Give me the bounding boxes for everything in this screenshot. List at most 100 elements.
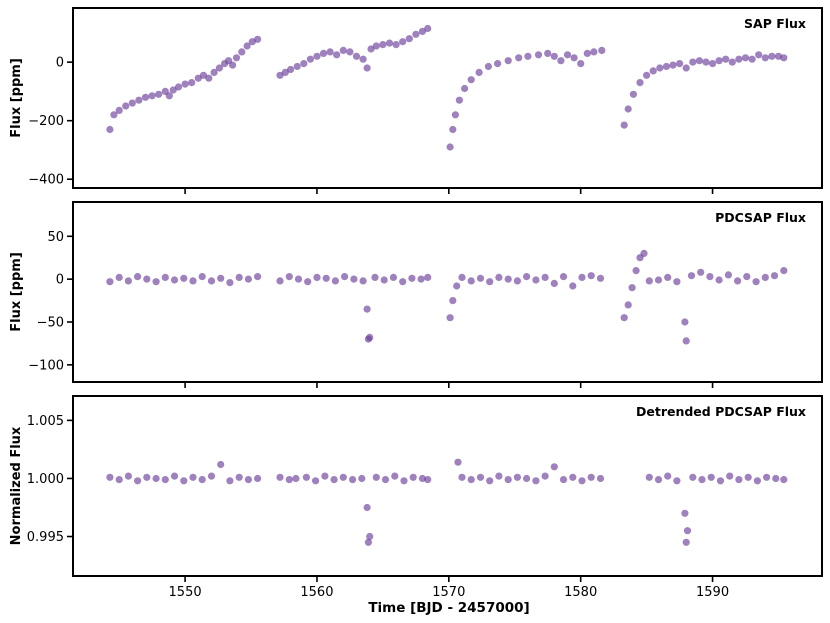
data-point xyxy=(198,273,206,281)
data-point xyxy=(768,52,776,60)
data-point xyxy=(254,474,262,483)
data-point xyxy=(513,277,522,285)
data-point xyxy=(570,54,578,62)
data-point xyxy=(331,277,339,285)
data-point xyxy=(371,273,379,281)
panel-2: 50 0 −50 −100 Flux [ppm] PDCSAP Flux xyxy=(9,201,823,388)
data-point xyxy=(106,125,114,134)
data-point xyxy=(524,52,532,60)
data-point xyxy=(198,476,206,484)
data-point xyxy=(702,58,710,66)
data-point xyxy=(207,472,216,480)
data-point xyxy=(106,473,114,481)
data-point xyxy=(673,278,681,286)
data-point xyxy=(706,273,714,281)
data-point xyxy=(590,48,598,56)
data-point xyxy=(620,314,628,322)
data-point xyxy=(238,48,246,56)
data-point xyxy=(399,38,407,46)
data-point xyxy=(409,473,417,481)
data-point xyxy=(467,476,475,484)
data-point xyxy=(243,42,251,50)
data-point xyxy=(780,54,788,62)
y-tick-label: 0.995 xyxy=(27,530,64,545)
data-point xyxy=(780,267,788,275)
data-point xyxy=(541,472,549,480)
data-point xyxy=(189,473,197,481)
data-point xyxy=(424,476,432,484)
data-point xyxy=(148,92,156,100)
data-point xyxy=(550,52,558,60)
data-point xyxy=(400,477,408,485)
data-point xyxy=(687,272,696,280)
data-point xyxy=(654,476,663,484)
data-point xyxy=(199,71,208,79)
x-tick-label: 1570 xyxy=(432,585,465,600)
data-point xyxy=(697,268,705,276)
data-point xyxy=(319,49,328,58)
data-point xyxy=(313,273,321,281)
data-point xyxy=(363,503,371,512)
data-point xyxy=(339,46,347,55)
y-axis-label: Flux [ppm] xyxy=(9,58,24,138)
data-point xyxy=(645,473,653,481)
data-point xyxy=(254,273,262,281)
data-point xyxy=(654,276,663,284)
data-point xyxy=(726,472,734,480)
data-point xyxy=(484,62,492,71)
data-point xyxy=(285,476,293,484)
data-point xyxy=(620,121,628,129)
data-point xyxy=(122,102,130,110)
data-point xyxy=(664,273,672,281)
data-point xyxy=(379,41,387,49)
data-point xyxy=(152,278,160,286)
data-point xyxy=(346,48,354,56)
data-point xyxy=(596,474,605,483)
data-point xyxy=(716,477,725,485)
data-point xyxy=(707,473,715,481)
data-point xyxy=(300,60,308,68)
data-point xyxy=(682,337,690,345)
data-point xyxy=(294,275,303,283)
data-point xyxy=(467,277,475,285)
x-tick-label: 1550 xyxy=(169,585,202,600)
data-point xyxy=(587,272,595,280)
data-point xyxy=(656,64,664,72)
data-point xyxy=(170,276,179,284)
data-point xyxy=(333,51,341,59)
data-point xyxy=(417,275,425,283)
data-point xyxy=(455,96,463,104)
data-point xyxy=(645,277,653,285)
data-point xyxy=(735,55,743,63)
data-point xyxy=(358,474,366,483)
data-point xyxy=(724,271,733,279)
data-point xyxy=(312,477,320,485)
data-point xyxy=(695,57,704,65)
data-point xyxy=(753,477,762,485)
data-point xyxy=(389,273,397,281)
data-point xyxy=(143,275,151,283)
data-point xyxy=(682,64,690,72)
data-point xyxy=(226,279,234,287)
data-point xyxy=(669,61,677,69)
data-point xyxy=(412,30,420,38)
data-point xyxy=(189,277,197,285)
data-point xyxy=(424,24,432,33)
data-point xyxy=(559,476,568,484)
data-point xyxy=(313,52,321,60)
data-point xyxy=(366,333,374,341)
data-point xyxy=(587,473,595,481)
data-point xyxy=(624,105,632,113)
data-point xyxy=(761,54,769,62)
data-point xyxy=(534,51,543,59)
data-point xyxy=(210,68,218,76)
data-point xyxy=(302,473,310,481)
data-point xyxy=(380,276,388,284)
data-point xyxy=(772,474,780,483)
data-point xyxy=(722,55,730,63)
data-point xyxy=(408,274,416,282)
data-point xyxy=(664,472,672,480)
data-point xyxy=(578,477,586,485)
data-point xyxy=(596,274,605,282)
data-point xyxy=(458,473,466,481)
